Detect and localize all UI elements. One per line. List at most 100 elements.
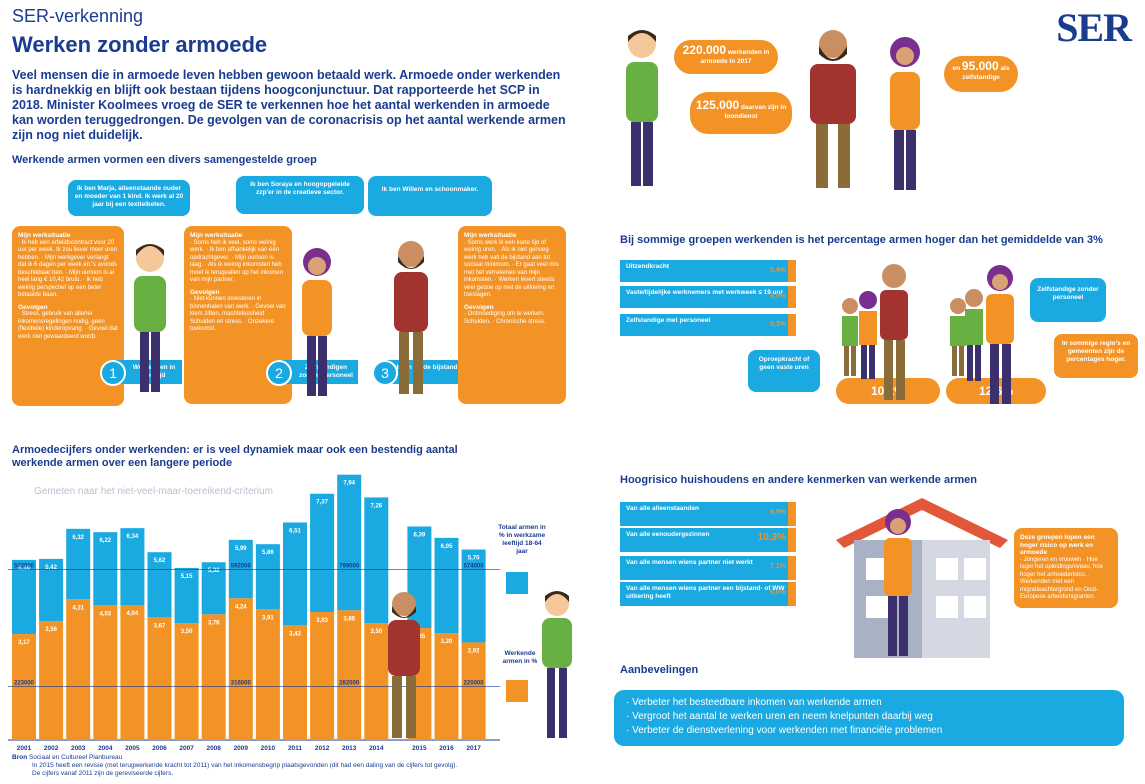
household-row-value: 8,5% (770, 509, 786, 516)
tick-2015: 2015 (412, 745, 427, 752)
label-total-2006: 5,62 (154, 558, 166, 564)
marja-card: Mijn werksituatie · Ik heb een arbeidsco… (12, 226, 124, 406)
label-working-2017: 2,92 (468, 648, 480, 654)
willem-figure (394, 241, 428, 394)
group-row-label: Vaste/tijdelijke werknemers met werkweek… (626, 289, 784, 296)
group-row-label: Uitzendkracht (626, 263, 669, 270)
badge-3: 3 (372, 360, 398, 386)
recommendation-item: · Vergroot het aantal te werken uren en … (626, 711, 933, 722)
ser-logo: SER (1056, 5, 1132, 50)
group-row-value: 6,9% (770, 293, 786, 300)
stat-95000-prefix: en (952, 65, 961, 72)
chart-figure-man (388, 592, 420, 738)
soraya-sit-title: Mijn werksituatie (190, 232, 243, 239)
tick-2014: 2014 (369, 745, 384, 752)
label-total-2014: 7,26 (370, 503, 382, 509)
source-note-1: In 2015 heeft een revisie (met terugwerk… (32, 762, 458, 769)
label-total-2005: 6,34 (127, 534, 139, 540)
tick-2006: 2006 (152, 745, 167, 752)
tick-2012: 2012 (315, 745, 330, 752)
legend-total-label: Totaal armen in % in werkzame leeftijd 1… (498, 524, 546, 555)
tick-2009: 2009 (234, 745, 249, 752)
tick-2017: 2017 (466, 745, 481, 752)
group-row-zmp: Zelfstandige met personeel 8,3% (620, 314, 796, 336)
marja-gev-title: Gevolgen (18, 303, 48, 311)
bar-total-2013 (337, 474, 362, 611)
household-row-eenouder: Van alle eenoudergezinnen 10,3% (620, 528, 796, 552)
source-label: Bron (12, 754, 28, 761)
tick-2016: 2016 (439, 745, 454, 752)
label-working-2016: 3,20 (441, 639, 453, 645)
top-man-figure (810, 30, 856, 188)
label-working-2008: 3,76 (208, 620, 220, 626)
bar-working-2017 (461, 642, 486, 740)
group-row-value: 8,3% (770, 321, 786, 328)
region-bubble: In sommige regio's en gemeenten zijn de … (1054, 334, 1138, 378)
marja-figure (134, 244, 166, 392)
label-total-2015: 6,39 (414, 532, 426, 538)
report-subtitle: SER-verkenning (12, 6, 144, 26)
recommendation-item: · Verbeter de dienstverlening voor werke… (626, 725, 943, 736)
label-working-2014: 3,50 (370, 629, 382, 635)
legend-working-swatch (506, 680, 528, 702)
label-total-2011: 6,51 (289, 528, 301, 534)
risk-box-title: Deze groepen lopen een hoger risico op w… (1020, 534, 1095, 556)
willem-card: Mijn werksituatie · Soms werk ik een kor… (458, 226, 566, 404)
label-total-2007: 5,15 (181, 574, 193, 580)
tick-2001: 2001 (17, 745, 32, 752)
bar-total-2006 (147, 552, 172, 618)
stat-125000-value: 125.000 (695, 98, 740, 112)
label-working-2010: 3,91 (262, 615, 274, 621)
household-row-label: Van alle mensen wiens partner een bijsta… (626, 585, 785, 600)
bar-total-2010 (255, 544, 280, 610)
label-working-2009: 4,24 (235, 604, 247, 610)
recommendation-text: Verbeter het besteedbare inkomen van wer… (632, 697, 882, 708)
stat-220000-text: werkenden in armoede in 2017 (700, 49, 770, 65)
source-org: Sociaal en Cultureel Planbureau (28, 754, 123, 761)
marja-sit-text: · Ik heb een arbeidscontract voor 20 uur… (18, 239, 118, 299)
label-working-2005: 4,04 (127, 611, 139, 617)
tick-2010: 2010 (261, 745, 276, 752)
risk-box: Deze groepen lopen een hoger risico op w… (1014, 528, 1118, 608)
group-row-label: Zelfstandige met personeel (626, 317, 711, 324)
stat-220000: 220.000 werkenden in armoede in 2017 (674, 40, 778, 74)
household-row-label: Van alle mensen wiens partner niet werkt (626, 559, 753, 566)
bar-total-2012 (310, 493, 335, 613)
label-working-2003: 4,21 (72, 605, 84, 611)
willem-gev-text: · Ontmoediging om te werken. · Schulden.… (464, 311, 549, 325)
house-illustration (836, 498, 1008, 658)
bar-working-2013 (337, 610, 362, 740)
risk-box-items: · Jongeren en vrouwen · Hoe lager het op… (1020, 556, 1104, 601)
annotation-top: 799000 (339, 564, 360, 570)
stat-95000-suffix: als (1000, 65, 1010, 72)
stat-95000-text: zelfstandige (962, 74, 1000, 81)
bar-working-2004 (93, 605, 118, 740)
bar-total-2001 (12, 559, 36, 635)
source-note-2: De cijfers vanaf 2011 zijn de gereviseer… (32, 770, 174, 777)
willem-bubble: Ik ben Willem en schoonmaker. (368, 176, 492, 216)
label-total-2010: 5,86 (262, 550, 274, 556)
household-row-label: Van alle eenoudergezinnen (626, 531, 710, 538)
label-working-2001: 3,17 (18, 640, 30, 646)
marja-gev-text: · Stress, gebruik van allerlei inkomensr… (18, 311, 118, 340)
badge-2: 2 (266, 360, 292, 386)
tick-2004: 2004 (98, 745, 113, 752)
label-total-2001: 5,39 (18, 566, 30, 572)
top-hijab-figure (890, 37, 920, 190)
soraya-gev-title: Gevolgen (190, 288, 220, 296)
household-row-alleenstaanden: Van alle alleenstaanden 8,5% (620, 502, 796, 526)
marja-sit-title: Mijn werksituatie (18, 232, 71, 239)
label-total-2008: 5,32 (208, 568, 220, 574)
annotation-bottom: 282000 (339, 681, 360, 687)
bar-working-2014 (364, 623, 389, 740)
stat-125000-text: daarvan zijn in loondienst (724, 104, 787, 120)
bar-working-2010 (255, 609, 280, 740)
recommendation-item: · Verbeter het besteedbare inkomen van w… (626, 697, 882, 708)
badge-1: 1 (100, 360, 126, 386)
bar-total-2016 (434, 537, 459, 634)
label-total-2012: 7,37 (316, 500, 328, 506)
chart-watermark: Gemeten naar het niet-veel-maar-toereike… (34, 486, 273, 497)
tick-2011: 2011 (288, 745, 302, 752)
intro-text: Veel mensen die in armoede leven hebben … (12, 68, 566, 142)
soraya-figure (302, 248, 332, 396)
